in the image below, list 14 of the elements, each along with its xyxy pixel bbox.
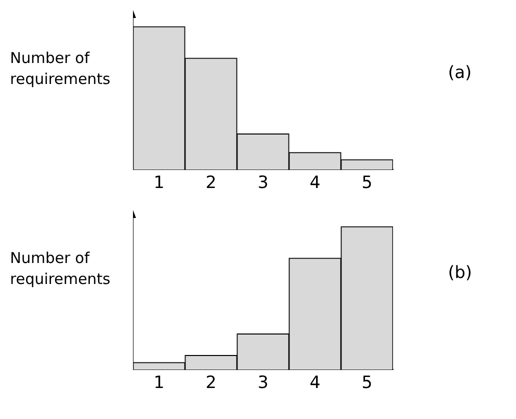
x-tick-label: 1 (154, 373, 164, 394)
x-tick-label: 4 (310, 173, 320, 194)
x-tick-label: 2 (206, 173, 216, 194)
x-tick-label: 3 (258, 173, 268, 194)
x-tick-label: 5 (362, 373, 372, 394)
y-axis-title: Number of requirements (10, 248, 112, 290)
x-tick-label: 4 (310, 373, 320, 394)
x-tick-label: 1 (154, 173, 164, 194)
y-axis-title: Number of requirements (10, 48, 112, 90)
x-tick-label: 3 (258, 373, 268, 394)
text: (b) (448, 263, 472, 283)
text: (a) (448, 63, 472, 83)
x-tick-label: 5 (362, 173, 372, 194)
x-tick-label: 2 (206, 373, 216, 394)
